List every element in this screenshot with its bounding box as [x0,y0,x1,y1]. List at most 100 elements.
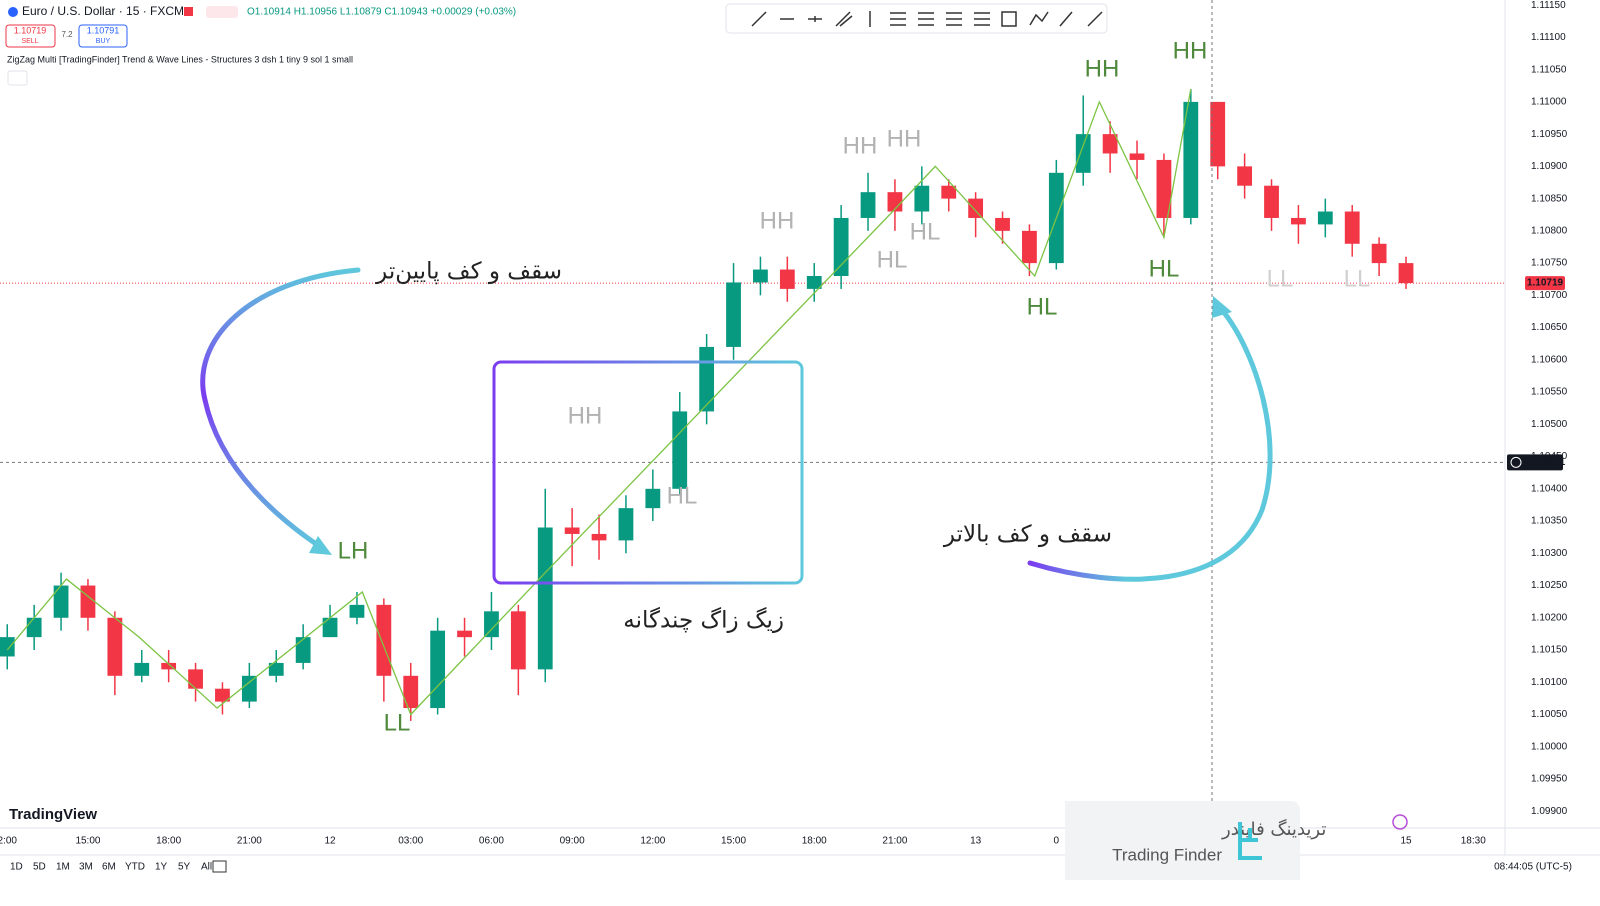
structure-label: HL [667,482,698,509]
structure-label: HL [1149,255,1180,282]
structure-label: HL [877,246,908,273]
candle-body [860,192,876,218]
symbol: Euro / U.S. Dollar · 15 · FXCM [22,4,184,18]
candle-body [833,217,849,276]
symbol-icon [8,7,18,17]
annotation-zigzag: زیگ زاگ چندگانه [623,607,784,634]
x-tick-label: 21:00 [882,836,907,847]
y-tick-label: 1.10600 [1531,354,1568,365]
candle-body [403,675,419,709]
brand-box [1065,801,1300,880]
candle-body [1264,185,1279,218]
structure-label: HH [1173,37,1208,64]
badge [206,6,238,18]
candle-body [1183,101,1199,218]
y-tick-label: 1.10350 [1531,516,1568,527]
ohlc: O1.10914 H1.10956 L1.10879 C1.10943 +0.0… [247,7,516,18]
structure-label: LL [1344,265,1371,292]
range-button[interactable]: YTD [125,862,145,873]
sell-box [5,24,56,48]
x-tick-label: 18:30 [1461,836,1486,847]
candle-body [564,527,580,534]
y-tick-label: 1.10900 [1531,161,1568,172]
y-tick-label: 1.11000 [1531,97,1567,108]
y-tick-label: 1.10250 [1531,580,1568,591]
x-tick-label: 18:00 [156,836,181,847]
candle-body [322,617,338,638]
x-tick-label: 13 [970,836,982,847]
y-tick-label: 1.10150 [1531,645,1568,656]
candle-body [887,192,903,212]
collapse-button[interactable] [7,70,28,86]
candle-body [537,527,553,670]
range-button[interactable]: 1M [56,862,70,873]
candle-body [510,611,526,670]
range-button[interactable]: 5Y [178,862,191,873]
x-tick-label: 15 [1400,836,1412,847]
range-button[interactable]: 6M [102,862,116,873]
last-price-label: 1.10719 [1527,278,1564,289]
structure-label: LH [338,537,369,564]
candle-body [672,411,688,489]
candle-body [1129,153,1145,160]
range-button[interactable]: All [201,862,212,873]
x-tick-label: 12 [324,836,336,847]
candle-body [53,585,69,618]
candle-body [0,637,15,657]
candle-body [968,198,984,218]
y-tick-label: 1.11100 [1531,32,1566,43]
structure-label: HH [843,132,878,159]
y-tick-label: 1.10400 [1531,483,1568,494]
candle-body [349,604,365,618]
crosshair-plus[interactable] [1510,456,1522,468]
candle-body [645,488,661,509]
candle-body [779,269,795,289]
candle-body [80,585,96,618]
candle-body [430,630,446,709]
range-button[interactable]: 1Y [155,862,168,873]
range-button[interactable]: 5D [33,862,46,873]
y-tick-label: 1.10300 [1531,548,1568,559]
y-tick-label: 1.10650 [1531,322,1568,333]
candle-body [1102,134,1118,154]
brand-fa: تریدینگ فایندر [1221,818,1326,840]
clock: 08:44:05 (UTC-5) [1494,862,1572,873]
candle-body [376,604,392,676]
candle-body [591,533,607,541]
range-button[interactable]: 3M [79,862,93,873]
structure-label: HH [760,207,795,234]
candle-body [1317,211,1333,225]
candle-body [914,185,930,212]
candle-body [188,669,203,689]
range-button[interactable]: 1D [10,862,23,873]
x-tick-label: 15:00 [75,836,100,847]
drawing-toolbar[interactable] [725,3,1108,34]
indicator: ZigZag Multi [TradingFinder] Trend & Wav… [7,54,353,64]
highlight-box [492,360,804,585]
buy-box [78,24,128,48]
structure-label: HH [887,125,922,152]
candle-body [726,282,741,347]
y-tick-label: 1.10950 [1531,129,1568,140]
candle-body [1022,230,1037,264]
alert-icon[interactable] [1392,814,1408,830]
candle-body [107,617,123,676]
candle-body [1291,217,1306,225]
candle-body [26,617,42,638]
y-tick-label: 1.10100 [1531,677,1568,688]
candle-body [699,346,715,412]
x-tick-label: 03:00 [398,836,423,847]
tv-logo: TradingView [9,806,97,823]
candle-body [941,185,957,199]
sell-button[interactable]: 1.10719 SELL [5,24,56,48]
candle-body [1371,243,1387,264]
structure-label: HH [568,402,603,429]
y-tick-label: 1.10750 [1531,258,1568,269]
buy-button[interactable]: 1.10791 BUY [78,24,128,48]
candle-body [995,217,1010,231]
x-tick-label: 0 [1054,836,1060,847]
structure-label: HL [1027,293,1058,320]
calendar-icon[interactable] [212,860,227,873]
